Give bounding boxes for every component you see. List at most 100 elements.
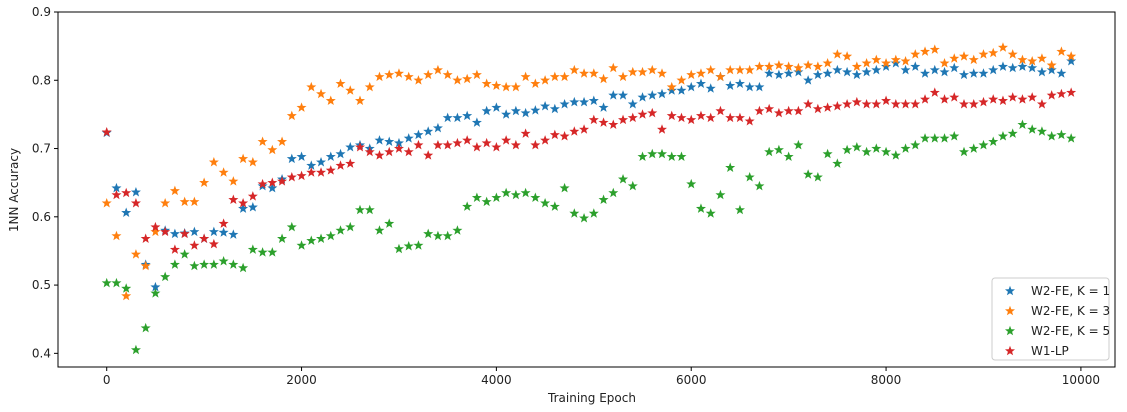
data-point [744,81,755,92]
data-point [520,71,531,82]
data-point [101,197,112,208]
data-point [910,139,921,150]
data-point [920,68,931,78]
data-point [773,144,784,155]
data-point [569,208,580,218]
data-point [1017,61,1028,71]
data-point [208,238,219,249]
data-point [851,69,862,80]
data-point [540,197,551,208]
data-point [140,260,151,271]
data-point [910,49,921,59]
data-point [832,158,843,168]
data-point [1066,87,1077,97]
data-point [657,88,667,99]
data-point [939,133,950,143]
data-point [822,148,833,159]
data-point [520,187,531,198]
data-point [169,185,180,196]
data-point [988,136,999,147]
data-point [1017,94,1028,104]
data-point [900,55,911,66]
data-point [929,133,940,143]
data-point [627,112,638,123]
data-point [549,201,560,211]
data-point [208,226,219,237]
data-point [842,98,853,109]
data-point [851,61,862,71]
data-point [1027,92,1038,102]
data-point [754,180,765,191]
data-point [695,68,706,78]
data-point [997,95,1008,106]
data-point [832,101,843,111]
data-point [920,94,931,104]
data-point [618,90,629,100]
data-point [997,42,1008,52]
data-point [335,160,346,170]
data-point [725,162,736,172]
data-point [306,235,317,245]
x-tick-label: 4000 [481,373,512,387]
data-point [510,189,521,200]
data-point [501,81,512,92]
data-point [851,141,862,152]
data-point [754,61,765,71]
data-point [871,143,882,153]
data-point [647,90,658,100]
data-point [686,81,697,92]
y-tick-label: 0.6 [32,210,51,224]
data-point [413,75,424,85]
data-point [686,69,697,80]
data-point [345,141,356,152]
data-point [588,95,599,106]
data-point [939,66,950,77]
data-point [618,114,629,125]
data-point [179,249,190,259]
data-point [471,192,482,202]
data-point [121,187,132,198]
data-point [510,81,521,92]
data-point [510,105,521,116]
plot-frame [57,11,1116,368]
data-point [559,71,570,82]
data-point [247,191,258,201]
data-point [374,71,385,82]
data-point [579,124,590,134]
data-point [715,105,726,116]
data-point [121,290,132,301]
data-point [978,139,989,150]
data-point [189,226,200,237]
data-point [812,172,823,182]
data-point [598,73,609,84]
data-point [247,202,258,212]
series-3 [101,119,1077,355]
data-point [442,230,453,241]
data-point [1046,90,1057,100]
y-tick-label: 0.9 [32,5,51,19]
data-point [783,151,794,162]
data-point [588,68,599,78]
data-point [140,233,151,243]
data-point [579,96,590,107]
data-point [842,144,853,155]
data-point [647,148,658,159]
data-point [335,148,346,159]
data-point [130,197,141,208]
data-point [208,156,219,167]
data-point [432,139,443,150]
data-point [803,169,814,179]
data-point [900,98,911,109]
data-point [530,78,541,88]
data-point [296,151,307,162]
data-point [588,208,599,218]
data-point [647,107,658,118]
data-point [1046,131,1057,141]
data-point [676,85,687,95]
data-point [364,146,375,157]
data-point [432,64,443,75]
data-point [968,68,979,78]
data-point [890,98,901,109]
data-point [169,259,180,269]
data-point [267,247,278,257]
